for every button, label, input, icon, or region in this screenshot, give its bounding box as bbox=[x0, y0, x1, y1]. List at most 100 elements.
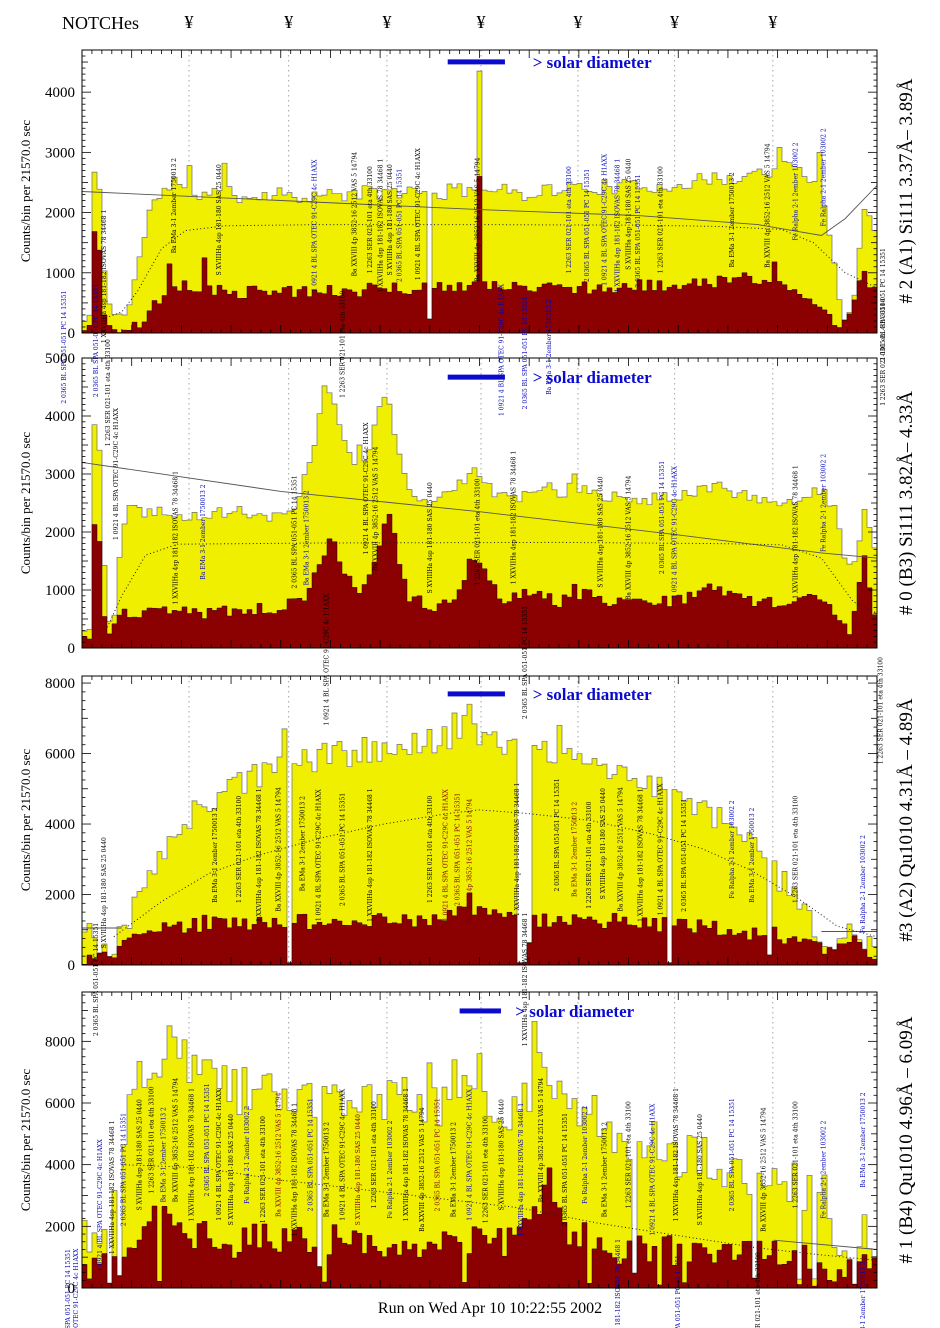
observation-annotation: Ba XXVIII 4p 3852-16 2512 VAS 5 14794 bbox=[419, 1107, 426, 1232]
observation-annotation: 2 0365 BL SPA 051-051 PC 14 15351 bbox=[675, 1255, 682, 1328]
observation-annotation: 1 2263 SER 021-101 eta 4th 33100 bbox=[371, 1101, 378, 1208]
dotted-model-curve bbox=[105, 541, 878, 631]
observation-annotation: 1 2263 SER 021-101 eta 4th 33100 bbox=[427, 796, 434, 903]
observation-annotation: 1 2263 SER 021-101 eta 4th 33100 bbox=[105, 339, 112, 446]
observation-annotation: Ba EMa 3-1 2ember 1750013 2 bbox=[212, 807, 219, 902]
observation-annotation: 2 0365 BL SPA 051-051 PC 14 15351 bbox=[584, 169, 591, 282]
observation-annotation: 1 2263 SER 021-101 eta 4th 33100 bbox=[880, 298, 887, 405]
observation-annotation: 1 XXVIIHa 4sp 181-182 ISOVAS 78 34468 1 bbox=[109, 1121, 116, 1254]
observation-annotation: 2 0365 BL SPA 051-051 PC 14 15351 bbox=[455, 793, 462, 906]
panel-2-y-axis-label: Counts/bin per 21570.0 sec bbox=[18, 748, 33, 892]
observation-annotation: 1 XXVIIHa 4sp 181-182 ISOVAS 78 34468 1 bbox=[614, 159, 621, 292]
observation-annotation: 1 2263 SER 021-101 eta 4th 33100 bbox=[260, 1116, 267, 1223]
run-timestamp: Run on Wed Apr 10 10:22:55 2002 bbox=[377, 1300, 603, 1317]
observation-annotation: 1 0921 4 BL SPA OTEC 91-C29C 4c H1AXX bbox=[443, 788, 450, 921]
observation-annotation: 2 0365 BL SPA 051-051 PC 14 15351 bbox=[308, 1098, 315, 1211]
panel-2-chart: S XVIIIHa 4sp 181-180 SAS 25 0440 Ba EMa … bbox=[45, 657, 885, 1046]
observation-annotation: S XVIIIHa 4sp 181-180 SAS 25 0440 bbox=[137, 1099, 144, 1210]
header: NOTCHes ¥ ¥ ¥ ¥ ¥ ¥ ¥ bbox=[0, 0, 940, 45]
observation-annotation: 1 XXVIIHa 4sp 181-182 ISOVAS 78 34468 1 bbox=[518, 1103, 525, 1236]
observation-annotation: Ba EMa 3-1 2ember 1750013 2 bbox=[602, 1122, 609, 1217]
observation-annotation: 1 XXVIIHa 4sp 181-182 ISOVAS 78 34468 1 bbox=[367, 788, 374, 921]
observation-annotation: S XVIIIHa 4sp 181-180 SAS 25 0440 bbox=[697, 1114, 704, 1225]
observation-annotation: 1 2263 SER 021-101 eta 4th 33100 bbox=[367, 166, 374, 273]
solar-diameter-label: > solar diameter bbox=[515, 1002, 634, 1021]
observation-annotation: 2 0365 BL SPA 051-051 PC 14 15351 bbox=[522, 606, 529, 719]
panel-0-chart: 1 XXVIIHa 4sp 181-182 ISOVAS 78 34468 1 B… bbox=[45, 49, 887, 416]
total-counts-histogram bbox=[81, 1020, 878, 1289]
observation-annotation: Ba XXVIII 4p 3852-16 2512 VAS 5 14794 bbox=[276, 1092, 283, 1217]
y-tick-label: 3000 bbox=[45, 467, 75, 483]
observation-annotation: 1 XXVIIHa 4sp 181-182 ISOVAS 78 34468 1 bbox=[188, 1088, 195, 1221]
observation-annotation: Ba EMa 3-1 2ember 1750013 2 bbox=[323, 1122, 330, 1217]
solar-diameter-bar bbox=[447, 691, 505, 697]
observation-annotation: Fe Ralpha 2-1 2ember 103002 2 bbox=[582, 1106, 589, 1204]
observation-annotation: 1 0921 4 BL SPA OTEC 91-C29C 4c H1AXX bbox=[323, 593, 330, 726]
observation-annotation: S XVIIIHa 4sp 181-180 SAS 25 0440 bbox=[598, 476, 605, 587]
observation-annotation: 1 XXVIIHa 4sp 181-182 ISOVAS 78 34468 1 bbox=[403, 1088, 410, 1221]
observation-annotation: Ba XXVIII 4p 3852-16 2512 VAS 5 14794 bbox=[475, 157, 482, 282]
panel-0-y-axis-label: Counts/bin per 21570.0 sec bbox=[18, 119, 33, 263]
observation-annotation: 2 0365 BL SPA 051-051 PC 14 15351 bbox=[659, 461, 666, 574]
observation-annotation: 1 0921 4 BL SPA OTEC 91-C29C 4c H1AXX bbox=[649, 1103, 656, 1236]
observation-annotation: 2 0365 BL SPA 051-051 PC 14 15351 bbox=[121, 1113, 128, 1226]
observation-annotation: Ba EMa 3-1 2ember 1750013 2 bbox=[160, 1107, 167, 1202]
observation-annotation: 2 0365 BL SPA 051-051 PC 14 15351 bbox=[292, 475, 299, 588]
observation-annotation: 1 2263 SER 021-101 eta 4th 33100 bbox=[755, 1252, 762, 1328]
observation-annotation: 1 0921 4 BL SPA OTEC 91-C29C 4c H1AXX bbox=[602, 153, 609, 286]
observation-annotation: Fe Ralpha 2-1 2ember 103002 2 bbox=[387, 1120, 394, 1218]
observation-annotation: Ba EMa 3-1 2ember 1750013 2 bbox=[304, 490, 311, 585]
axis-ticks: 0 2000 4000 6000 8000 bbox=[45, 676, 878, 974]
y-tick-label: 4000 bbox=[45, 85, 75, 101]
observation-annotation: 2 0365 BL SPA 051-051 PC 14 15351 bbox=[397, 169, 404, 282]
panel-2-right-label: #3 (A2) Qu1010 4.31Å – 4.89Å bbox=[896, 698, 917, 942]
y-tick-label: 2000 bbox=[45, 888, 75, 904]
observation-annotation: 1 XXVIIHa 4sp 181-182 ISOVAS 78 34468 1 bbox=[793, 465, 800, 598]
observation-annotation: 2 0365 BL SPA 051-051 PC 14 15351 bbox=[435, 1098, 442, 1211]
solar-diameter-label: > solar diameter bbox=[533, 368, 652, 387]
trend-line bbox=[773, 1239, 878, 1250]
trend-line bbox=[81, 185, 878, 236]
observation-annotation: Fe Ralpha 2-1 2ember 103002 2 bbox=[860, 835, 867, 933]
panel-3-chart: 1 0921 4 BL SPA OTEC 91-C29C 4c H1AXX 1 X… bbox=[45, 991, 878, 1328]
dotted-model-curve bbox=[121, 1164, 878, 1261]
y-tick-label: 4000 bbox=[45, 409, 75, 425]
observation-annotation: 1 0921 4 BL SPA OTEC 91-C29C 4c H1AXX bbox=[672, 465, 679, 598]
observation-annotation: 1 XXVIIHa 4sp 181-182 ISOVAS 78 34468 1 bbox=[172, 471, 179, 604]
y-tick-label: 1000 bbox=[45, 266, 75, 282]
observation-annotation: Ba XXVIII 4p 3852-16 2512 VAS 5 14794 bbox=[172, 1078, 179, 1203]
observation-annotation: 1 0921 4 BL SPA OTEC 91-C29C 4c H1AXX bbox=[316, 788, 323, 921]
observation-annotation: Ba XXVIII 4p 3852-16 2512 VAS 5 14794 bbox=[467, 799, 474, 924]
y-tick-label: 0 bbox=[68, 1281, 76, 1297]
y-tick-label: 2000 bbox=[45, 1219, 75, 1235]
panel-1-right-label: # 0 (B3) Si111 3.82Å– 4.33Å bbox=[896, 391, 917, 615]
observation-annotation: Ba XXVIII 4p 3852-16 2512 VAS 5 14794 bbox=[761, 1107, 768, 1232]
axis-ticks: 0 1000 2000 3000 4000 5000 bbox=[45, 351, 878, 657]
inline-annotations: 2 0365 BL SPA 051-051 PC 14 15351 1 2263 … bbox=[93, 284, 887, 726]
y-tick-label: 8000 bbox=[45, 676, 75, 692]
observation-annotation: Fe Ralpha 2-1 2ember 103002 2 bbox=[820, 1120, 827, 1218]
y-tick-label: 5000 bbox=[45, 351, 75, 367]
inline-annotations: 1 0921 4 BL SPA OTEC 91-C29C 4c H1AXX 1 X… bbox=[65, 1078, 867, 1328]
notch-mark-3: ¥ bbox=[476, 12, 486, 32]
y-tick-label: 6000 bbox=[45, 1096, 75, 1112]
observation-annotation: 2 0365 BL SPA 051-051 PC 14 15351 bbox=[522, 296, 529, 409]
observation-annotation: 1 XXVIIHa 4sp 181-182 ISOVAS 78 34468 1 bbox=[522, 913, 529, 1046]
notches-label: NOTCHes bbox=[62, 13, 139, 33]
observation-annotation: 1 2263 SER 021-101 eta 4th 33100 bbox=[793, 1101, 800, 1208]
observation-annotation: 1 0921 4 BL SPA OTEC 91-C29C 4c H1AXX bbox=[312, 159, 319, 292]
observation-annotation: Ba XXVIII 4p 3852-16 2512 VAS 5 14794 bbox=[276, 787, 283, 912]
observation-annotation: 1 2263 SER 021-101 eta 4th 33100 bbox=[878, 657, 885, 764]
observation-annotation: S XVIIIHa 4sp 181-180 SAS 25 0440 bbox=[498, 1099, 505, 1210]
y-tick-label: 2000 bbox=[45, 525, 75, 541]
observation-annotation: 2 0365 BL SPA 051-051 PC 14 15351 bbox=[65, 1249, 72, 1328]
observation-annotation: Ba EMa 3-1 2ember 1750013 2 bbox=[860, 1261, 867, 1328]
panel-1-chart: 2 0365 BL SPA 051-051 PC 14 15351 1 2263 … bbox=[45, 284, 887, 726]
observation-annotation: 1 2263 SER 021-101 eta 4th 33100 bbox=[149, 1086, 156, 1193]
notch-mark-4: ¥ bbox=[573, 12, 583, 32]
observation-annotation: S XVIIIHa 4sp 181-180 SAS 25 0440 bbox=[355, 1114, 362, 1225]
solar-diameter-bar bbox=[459, 1008, 501, 1014]
observation-annotation: Ba XXVIII 4p 3852-16 2512 VAS 5 14794 bbox=[618, 787, 625, 912]
total-counts-histogram bbox=[81, 385, 878, 649]
observation-annotation: 1 0921 4 BL SPA OTEC 91-C29C 4c H1AXX bbox=[113, 407, 120, 540]
